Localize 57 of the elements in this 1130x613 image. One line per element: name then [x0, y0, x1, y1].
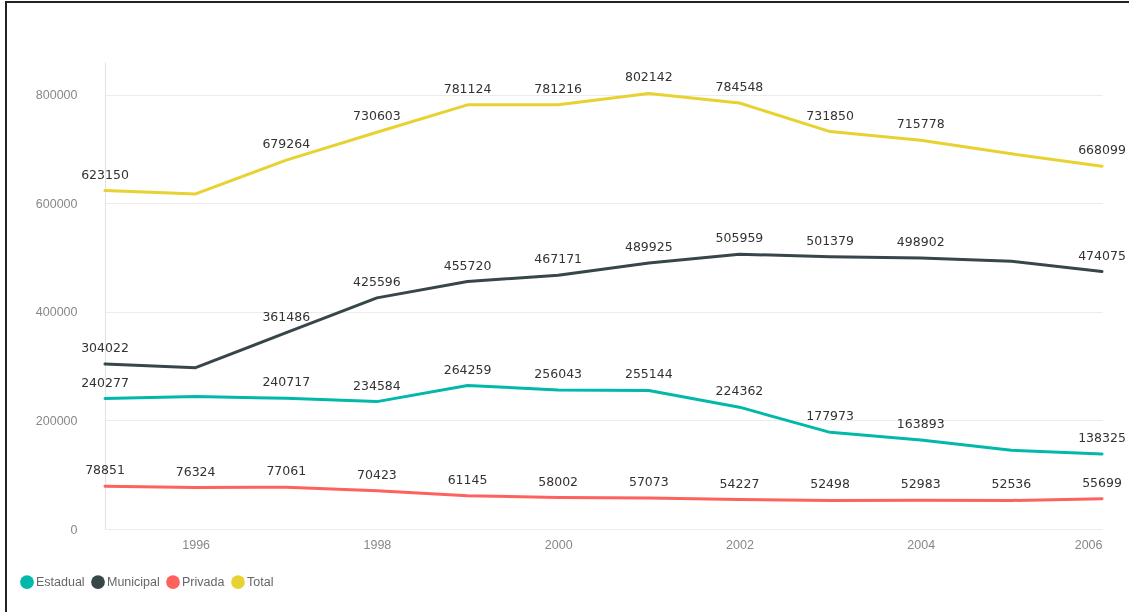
legend-label: Estadual: [36, 575, 85, 590]
data-label: 52498: [810, 476, 851, 492]
data-label: 501379: [806, 232, 854, 248]
x-tick-label: 1996: [182, 537, 211, 552]
data-label: 730603: [353, 108, 401, 124]
data-label: 255144: [624, 366, 673, 382]
data-label: 52983: [900, 476, 941, 492]
data-label: 58002: [538, 473, 579, 489]
data-label: 78851: [85, 462, 125, 478]
data-label: 781124: [443, 80, 492, 96]
data-label: 731850: [806, 107, 854, 123]
data-label: 474075: [1078, 247, 1126, 263]
data-label: 177973: [806, 408, 854, 424]
data-label: 224362: [715, 383, 764, 399]
y-tick-label: 200000: [35, 413, 78, 428]
data-label: 679264: [262, 136, 311, 152]
data-label: 70423: [357, 466, 397, 482]
x-tick-label: 2002: [726, 537, 754, 552]
data-label: 425596: [353, 273, 401, 289]
data-label: 668099: [1078, 142, 1126, 158]
x-tick-label: 2004: [907, 537, 936, 552]
data-label: 240717: [262, 374, 311, 390]
data-label: 264259: [443, 361, 492, 377]
data-label: 361486: [262, 308, 311, 324]
data-label: 715778: [896, 116, 945, 132]
data-label: 163893: [896, 416, 945, 431]
data-label: 77061: [266, 463, 307, 479]
data-label: 489925: [624, 238, 673, 254]
data-label: 57073: [628, 474, 669, 490]
data-label: 138325: [1078, 429, 1126, 445]
y-tick-label: 800000: [35, 88, 78, 103]
data-label: 240277: [81, 374, 129, 390]
data-label: 455720: [443, 257, 492, 273]
data-label: 234584: [353, 377, 401, 393]
legend-label: Total: [247, 575, 274, 590]
legend-label: Privada: [182, 575, 225, 590]
data-label: 498902: [896, 234, 945, 250]
y-tick-label: 400000: [35, 305, 78, 320]
data-label: 304022: [81, 339, 129, 355]
data-label: 784548: [715, 78, 764, 94]
data-label: 52536: [991, 476, 1032, 492]
x-tick-label: 2006: [1074, 537, 1103, 552]
x-tick-label: 1998: [363, 537, 392, 552]
data-label: 781216: [534, 80, 583, 96]
legend-label: Municipal: [107, 575, 160, 590]
data-label: 61145: [447, 471, 488, 487]
data-label: 54227: [719, 475, 760, 491]
data-label: 467171: [534, 251, 583, 267]
data-label: 802142: [624, 69, 673, 85]
data-label: 623150: [81, 166, 129, 182]
x-tick-label: 2000: [544, 537, 573, 552]
data-label: 55699: [1082, 474, 1122, 490]
data-label: 505959: [715, 230, 764, 246]
y-tick-label: 600000: [35, 196, 78, 211]
data-label: 76324: [175, 463, 216, 479]
y-tick-label: 0: [70, 522, 78, 537]
data-label: 256043: [534, 365, 583, 381]
